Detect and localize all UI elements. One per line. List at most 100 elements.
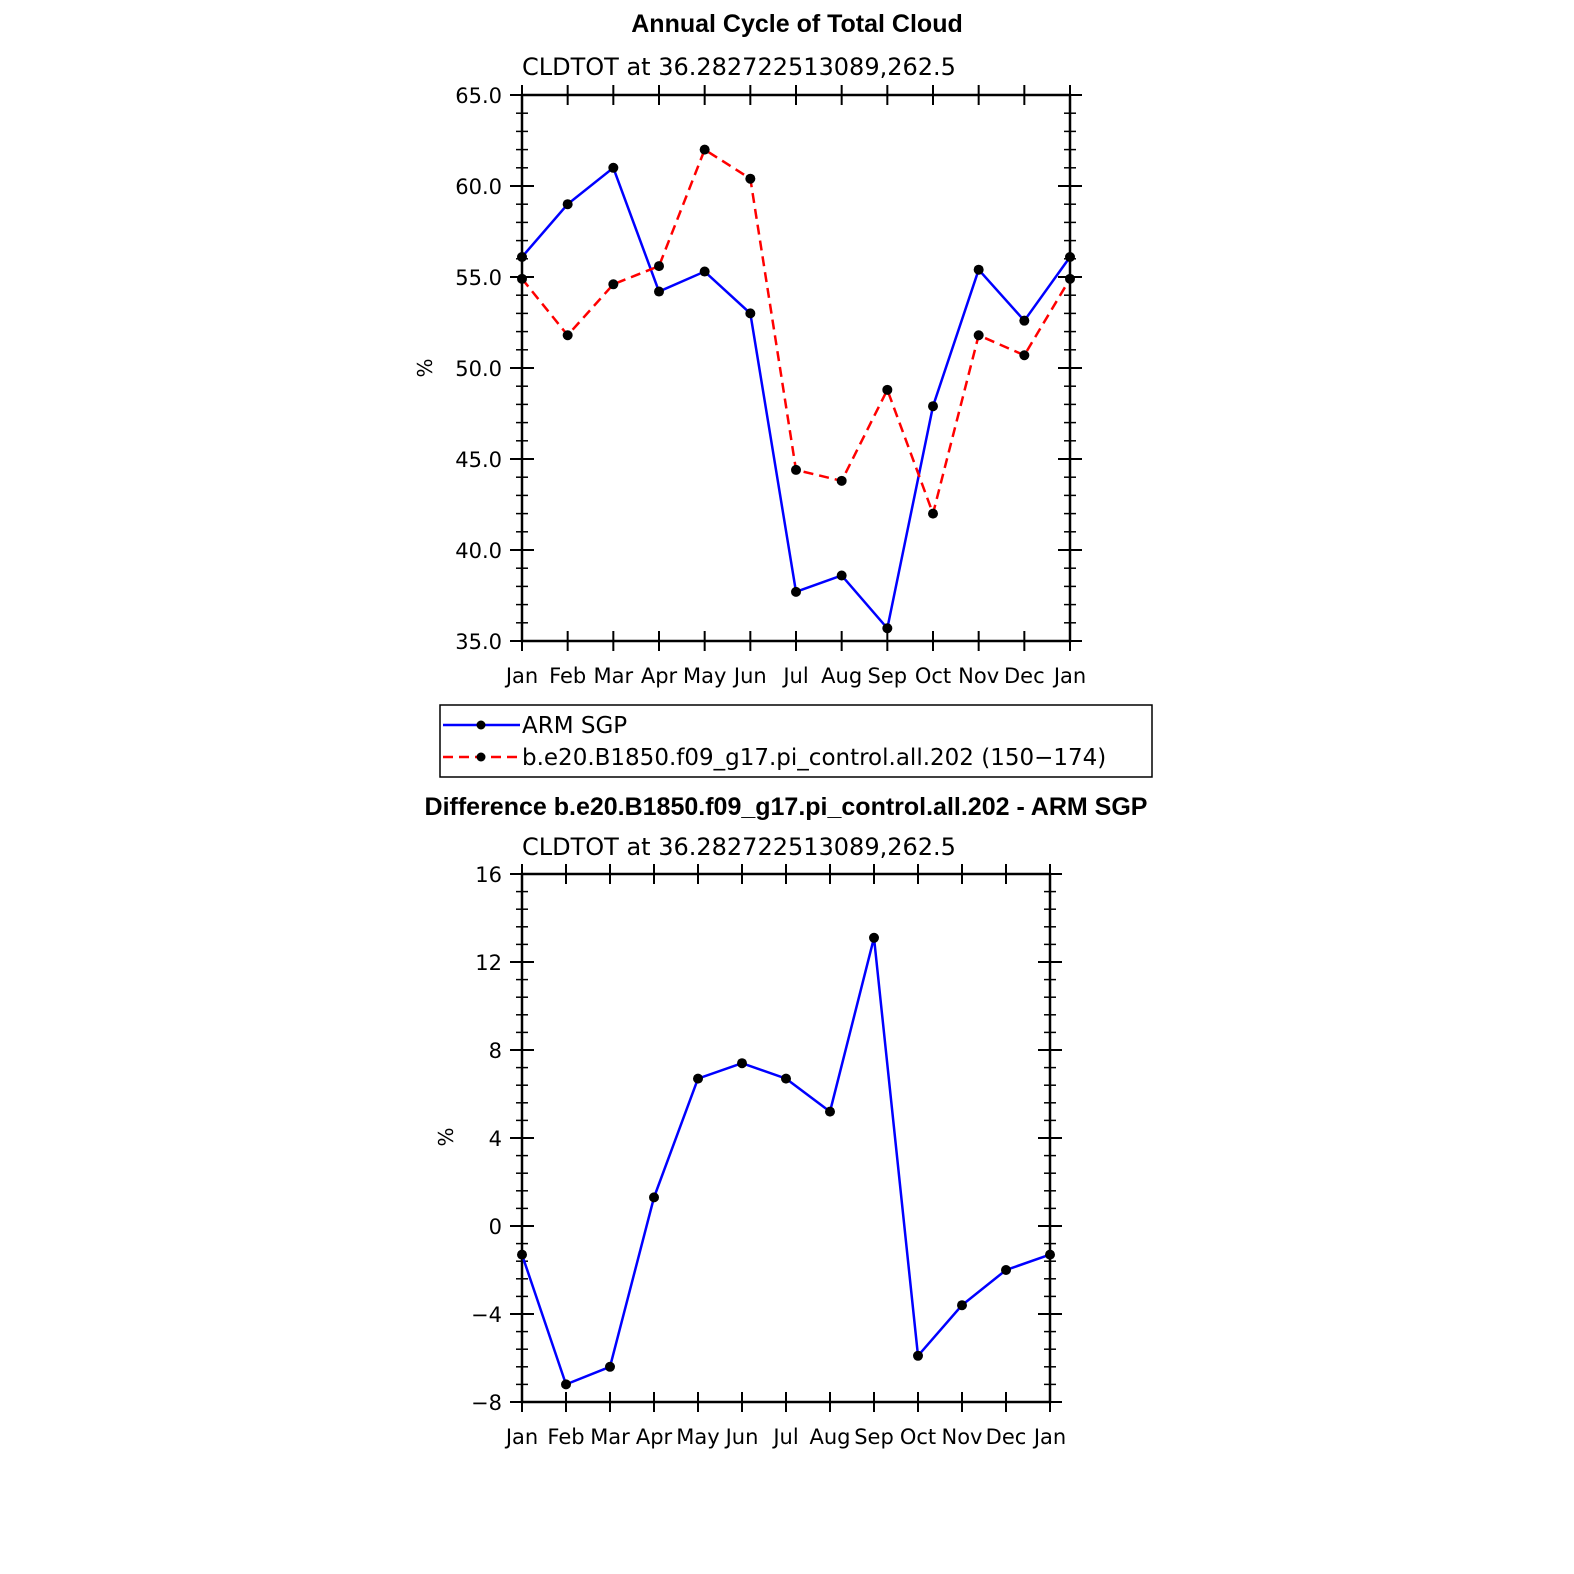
series-0-point	[693, 1073, 703, 1084]
series-1-point	[562, 330, 573, 341]
legend-label-arm-sgp: ARM SGP	[522, 713, 627, 739]
x-tick-label: Apr	[636, 1425, 673, 1449]
series-1-point	[1019, 350, 1030, 361]
x-tick-label: Mar	[594, 664, 634, 688]
series-0-point	[517, 251, 527, 262]
legend-box	[439, 704, 1153, 778]
series-0-point	[1001, 1265, 1011, 1275]
series-0-point	[913, 1350, 923, 1361]
difference-panel: Difference b.e20.B1850.f09_g17.pi_contro…	[425, 793, 1148, 1449]
series-0-point	[791, 586, 801, 597]
x-tick-label: Aug	[821, 664, 862, 688]
series-1-point	[608, 279, 619, 290]
series-0-point	[1019, 315, 1030, 326]
series-0-point	[605, 1361, 615, 1372]
series-1-point	[836, 475, 847, 486]
series-0-point	[737, 1058, 747, 1069]
series-0-point	[608, 162, 619, 173]
y-tick-label: 35.0	[455, 630, 502, 654]
panel2-ylabel: %	[434, 1127, 458, 1146]
x-tick-label: May	[683, 664, 726, 688]
series-0-point	[1045, 1249, 1055, 1260]
x-tick-label: Jun	[724, 1425, 759, 1449]
series-0-point	[561, 1379, 571, 1390]
series-0-point	[869, 932, 879, 943]
series-1-point	[882, 384, 893, 395]
legend: ARM SGP b.e20.B1850.f09_g17.pi_control.a…	[439, 704, 1153, 778]
legend-marker-arm-sgp	[476, 720, 486, 730]
panel2-subtitle: CLDTOT at 36.282722513089,262.5	[522, 833, 956, 861]
plot-frame	[520, 872, 1052, 1404]
x-tick-label: Nov	[942, 1425, 983, 1449]
x-tick-label: Sep	[868, 664, 908, 688]
legend-label-model: b.e20.B1850.f09_g17.pi_control.all.202 (…	[522, 745, 1106, 771]
x-tick-label: Apr	[641, 664, 678, 688]
y-tick-label: 50.0	[455, 357, 502, 381]
series-1-point	[928, 508, 938, 519]
plot-frame	[520, 93, 1072, 643]
y-tick-label: 16	[475, 863, 502, 887]
series-1-point	[654, 261, 664, 272]
panel1-series	[517, 144, 1075, 634]
x-tick-label: Oct	[900, 1425, 936, 1449]
y-tick-label: 65.0	[455, 84, 502, 108]
x-tick-label: Aug	[809, 1425, 850, 1449]
series-1-point	[791, 464, 801, 475]
x-tick-label: Jan	[1032, 1425, 1066, 1449]
series-0-point	[825, 1106, 835, 1117]
panel2-axes: Jan Feb Mar Apr May Jun Jul Aug Sep Oct Nov Dec Jan−…	[471, 863, 1066, 1449]
series-1-point	[973, 330, 984, 341]
series-1-point	[517, 273, 527, 284]
series-line-0	[521, 165, 1072, 631]
series-0-point	[836, 570, 847, 581]
x-tick-label: Jun	[732, 664, 767, 688]
annual-cycle-panel: Annual Cycle of Total Cloud CLDTOT at 36…	[413, 10, 1086, 688]
panel2-title: Difference b.e20.B1850.f09_g17.pi_contro…	[425, 793, 1148, 821]
x-tick-label: Jul	[771, 1425, 798, 1449]
series-line-0	[520, 937, 1051, 1387]
series-0-point	[517, 1249, 527, 1260]
panel1-ylabel: %	[413, 358, 437, 377]
series-0-point	[957, 1300, 967, 1311]
x-tick-label: Dec	[986, 1425, 1027, 1449]
x-tick-label: Jan	[1052, 664, 1086, 688]
series-line-1	[521, 147, 1072, 518]
series-0-point	[649, 1192, 659, 1203]
panel1-subtitle: CLDTOT at 36.282722513089,262.5	[522, 53, 956, 81]
legend-marker-model	[476, 752, 486, 762]
y-tick-label: −4	[471, 1303, 502, 1327]
x-tick-label: Nov	[958, 664, 999, 688]
series-1-point	[745, 173, 756, 184]
x-tick-label: Sep	[854, 1425, 894, 1449]
y-tick-label: 0	[489, 1215, 502, 1239]
y-tick-label: −8	[471, 1391, 502, 1415]
series-0-point	[699, 266, 710, 277]
panel1-title: Annual Cycle of Total Cloud	[631, 10, 962, 38]
series-1-point	[1065, 273, 1075, 284]
y-tick-label: 45.0	[455, 448, 502, 472]
x-tick-label: May	[676, 1425, 719, 1449]
x-tick-label: Oct	[915, 664, 951, 688]
series-0-point	[1065, 251, 1075, 262]
series-0-point	[654, 286, 664, 297]
x-tick-label: Feb	[549, 664, 586, 688]
panel2-series	[517, 932, 1055, 1390]
y-tick-label: 12	[475, 951, 502, 975]
x-tick-label: Jan	[504, 1425, 538, 1449]
series-1-point	[699, 144, 710, 155]
x-tick-label: Mar	[590, 1425, 630, 1449]
series-0-point	[781, 1073, 791, 1084]
x-tick-label: Jan	[504, 664, 538, 688]
y-tick-label: 40.0	[455, 539, 502, 563]
y-tick-label: 8	[489, 1039, 502, 1063]
series-0-point	[928, 401, 938, 412]
x-tick-label: Jul	[781, 664, 808, 688]
y-tick-label: 60.0	[455, 175, 502, 199]
series-0-point	[973, 264, 984, 275]
x-tick-label: Feb	[547, 1425, 584, 1449]
series-0-point	[882, 623, 893, 634]
series-0-point	[562, 199, 573, 210]
y-tick-label: 4	[489, 1127, 502, 1151]
x-tick-label: Dec	[1004, 664, 1045, 688]
